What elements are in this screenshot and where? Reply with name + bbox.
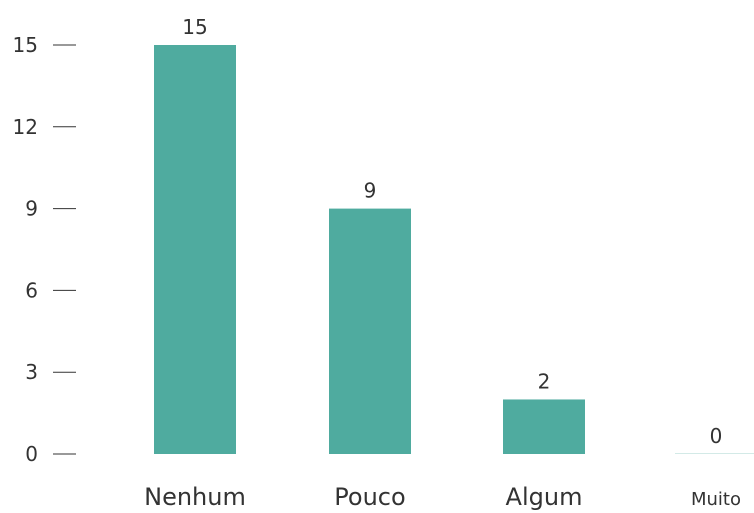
y-axis: 0 3 6 9 12 15 [13, 33, 76, 466]
bar-value-label: 15 [182, 15, 207, 39]
x-axis: Nenhum Pouco Algum Muito [144, 483, 741, 511]
y-tick-label: 9 [25, 197, 38, 221]
bars [154, 45, 754, 454]
bar-value-label: 2 [538, 369, 551, 393]
y-tick-label: 15 [13, 33, 38, 57]
x-category-label: Pouco [334, 483, 405, 511]
x-category-label: Nenhum [144, 483, 246, 511]
x-category-label: Algum [506, 483, 583, 511]
bar-value-label: 9 [364, 179, 377, 203]
y-tick-label: 0 [25, 442, 38, 466]
x-category-label: Muito [691, 489, 741, 510]
y-tick-label: 3 [25, 360, 38, 384]
bar [154, 45, 236, 454]
value-labels: 15 9 2 0 [182, 15, 722, 448]
y-tick-label: 6 [25, 278, 38, 302]
bar-value-label: 0 [710, 424, 723, 448]
bar [503, 399, 585, 454]
bar [675, 453, 754, 454]
y-tick-label: 12 [13, 115, 38, 139]
bar [329, 208, 411, 454]
